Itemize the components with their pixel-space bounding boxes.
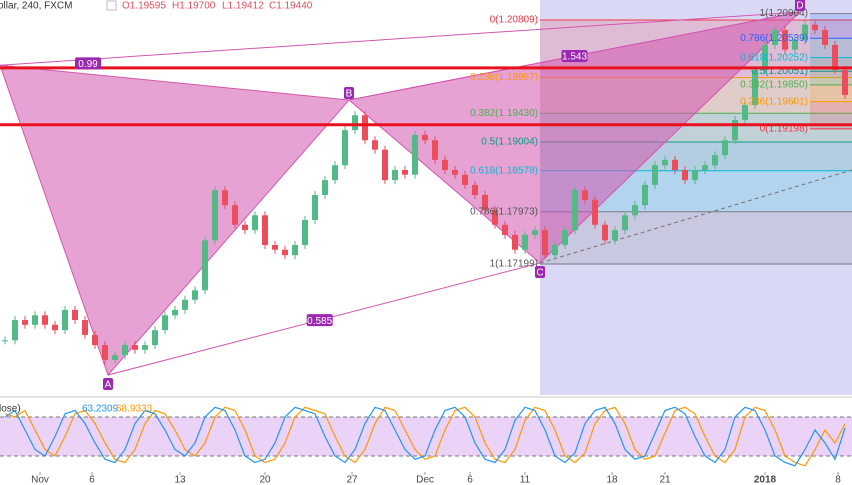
indicator-value: 68.9333 — [116, 404, 153, 415]
ratio-label: 0.99 — [78, 59, 98, 70]
fib-label: 1(1.20904) — [760, 8, 808, 19]
point-badge — [535, 265, 545, 278]
fib-label: 0.786(1.17973) — [470, 206, 538, 217]
fib-label: 0.236(1.19957) — [470, 72, 538, 83]
fib-label: 0.382(1.19850) — [740, 79, 808, 90]
pattern-xab — [0, 64, 351, 376]
point-badge — [795, 0, 805, 12]
pattern-xd — [0, 11, 801, 66]
x-tick-label: 21 — [659, 475, 671, 485]
symbol: ollar, 240, FXCM — [0, 1, 72, 12]
ratio-badge — [306, 314, 333, 327]
x-tick-label: Nov — [31, 475, 49, 485]
ohlc-low: L1.19412 — [222, 1, 264, 12]
indicator-name: lose) — [0, 404, 21, 415]
ohlc-open: O1.19595 — [122, 1, 166, 12]
x-tick-label: 6 — [89, 475, 95, 485]
x-tick-label: 6 — [467, 475, 473, 485]
point-label: C — [536, 268, 543, 279]
fib-label: 0.786(1.20539) — [740, 33, 808, 44]
x-axis-bg — [0, 472, 852, 485]
fib-band — [540, 211, 852, 265]
fib-band — [810, 84, 852, 102]
indicator-value: 63.2309 — [82, 404, 119, 415]
fib-band — [810, 38, 852, 58]
x-tick-label: Dec — [416, 475, 434, 485]
ohlc-close: C1.19440 — [269, 1, 313, 12]
fib-band — [810, 71, 852, 85]
point-label: B — [346, 89, 353, 100]
point-badge — [103, 377, 113, 390]
fib-label: 0.5(1.20051) — [751, 66, 808, 77]
indicator-line — [4, 406, 846, 467]
fib-label: 0.618(1.18578) — [470, 165, 538, 176]
fib-label: 0(1.20809) — [490, 15, 538, 26]
x-tick-label: 18 — [606, 475, 618, 485]
x-tick-label: 13 — [174, 475, 186, 485]
point-label: D — [796, 1, 803, 12]
header-icon — [106, 0, 117, 11]
ratio-label: 0.585 — [307, 316, 332, 327]
fib-label: 0.382(1.19430) — [470, 108, 538, 119]
ratio-label: 1.543 — [562, 52, 587, 63]
trend-line — [539, 169, 852, 264]
x-tick-label: 20 — [259, 475, 271, 485]
point-label: A — [105, 380, 112, 391]
fib-label: 0.618(1.20252) — [740, 52, 808, 63]
fib-label: 0.236(1.19601) — [740, 96, 808, 107]
point-badge — [344, 87, 354, 100]
fib-label: 0(1.19198) — [760, 124, 808, 135]
ratio-badge — [75, 57, 101, 70]
indicator-band — [0, 417, 852, 456]
x-tick-label: 11 — [520, 475, 531, 485]
x-tick-label: 2018 — [754, 475, 777, 485]
x-tick-label: 8 — [835, 475, 841, 485]
x-tick-label: 27 — [346, 475, 358, 485]
ohlc-high: H1.19700 — [172, 1, 216, 12]
indicator-line — [4, 406, 846, 467]
fib-label: 1(1.17199) — [490, 259, 538, 270]
fib-label: 0.5(1.19004) — [481, 137, 538, 148]
ratio-badge — [561, 50, 588, 63]
